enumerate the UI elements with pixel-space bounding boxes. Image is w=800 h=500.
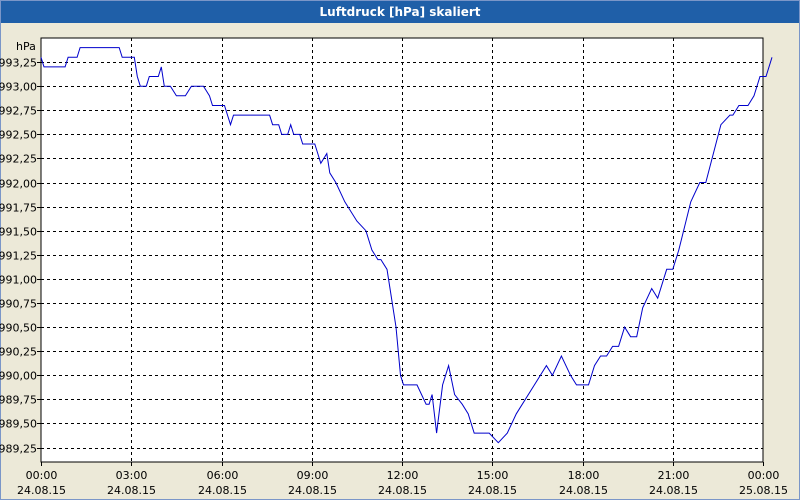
x-tick-time-label: 18:00	[568, 469, 600, 482]
x-tick-date-label: 24.08.15	[378, 484, 427, 497]
x-tick-time-label: 03:00	[116, 469, 148, 482]
y-tick-label: 992,50	[0, 129, 37, 142]
y-tick-label: 991,75	[0, 202, 37, 215]
y-tick-label: 990,75	[0, 298, 37, 311]
y-tick-label: 989,25	[0, 443, 37, 456]
grid-lines	[41, 38, 763, 462]
x-tick-date-label: 24.08.15	[17, 484, 66, 497]
y-tick-label: 992,75	[0, 105, 37, 118]
y-tick-label: 992,00	[0, 178, 37, 191]
y-tick-label: 993,25	[0, 57, 37, 70]
y-tick-label: 991,50	[0, 226, 37, 239]
x-tick-time-label: 09:00	[297, 469, 329, 482]
x-tick-date-label: 24.08.15	[468, 484, 517, 497]
y-tick-label: 989,50	[0, 418, 37, 431]
x-tick-time-label: 00:00	[26, 469, 58, 482]
x-tick-date-label: 24.08.15	[107, 484, 156, 497]
y-tick-label: 990,00	[0, 370, 37, 383]
x-tick-time-label: 15:00	[477, 469, 509, 482]
x-tick-time-label: 12:00	[387, 469, 419, 482]
y-tick-label: 993,00	[0, 81, 37, 94]
y-tick-label: 990,25	[0, 346, 37, 359]
x-tick-time-label: 00:00	[748, 469, 780, 482]
y-tick-label: 991,00	[0, 274, 37, 287]
x-tick-date-label: 24.08.15	[559, 484, 608, 497]
x-tick-date-label: 24.08.15	[198, 484, 247, 497]
x-tick-time-label: 21:00	[658, 469, 690, 482]
y-tick-label: 992,25	[0, 153, 37, 166]
y-tick-label: 989,75	[0, 394, 37, 407]
x-tick-date-label: 24.08.15	[649, 484, 698, 497]
y-tick-label: 991,25	[0, 250, 37, 263]
x-tick-date-label: 24.08.15	[288, 484, 337, 497]
y-axis-ticks: 993,25 993,00 992,75 992,50 992,25 992,00 991,…	[0, 57, 41, 456]
window-title: Luftdruck [hPa] skaliert	[1, 1, 799, 23]
y-tick-label: 990,50	[0, 322, 37, 335]
y-axis-unit-label: hPa	[16, 40, 36, 53]
x-tick-time-label: 06:00	[207, 469, 239, 482]
pressure-series-line	[40, 47, 773, 444]
x-tick-date-label: 25.08.15	[739, 484, 788, 497]
x-axis-ticks: 00:00 24.08.15 03:00 24.08.15 06:00 24.08.15 0…	[17, 462, 788, 497]
